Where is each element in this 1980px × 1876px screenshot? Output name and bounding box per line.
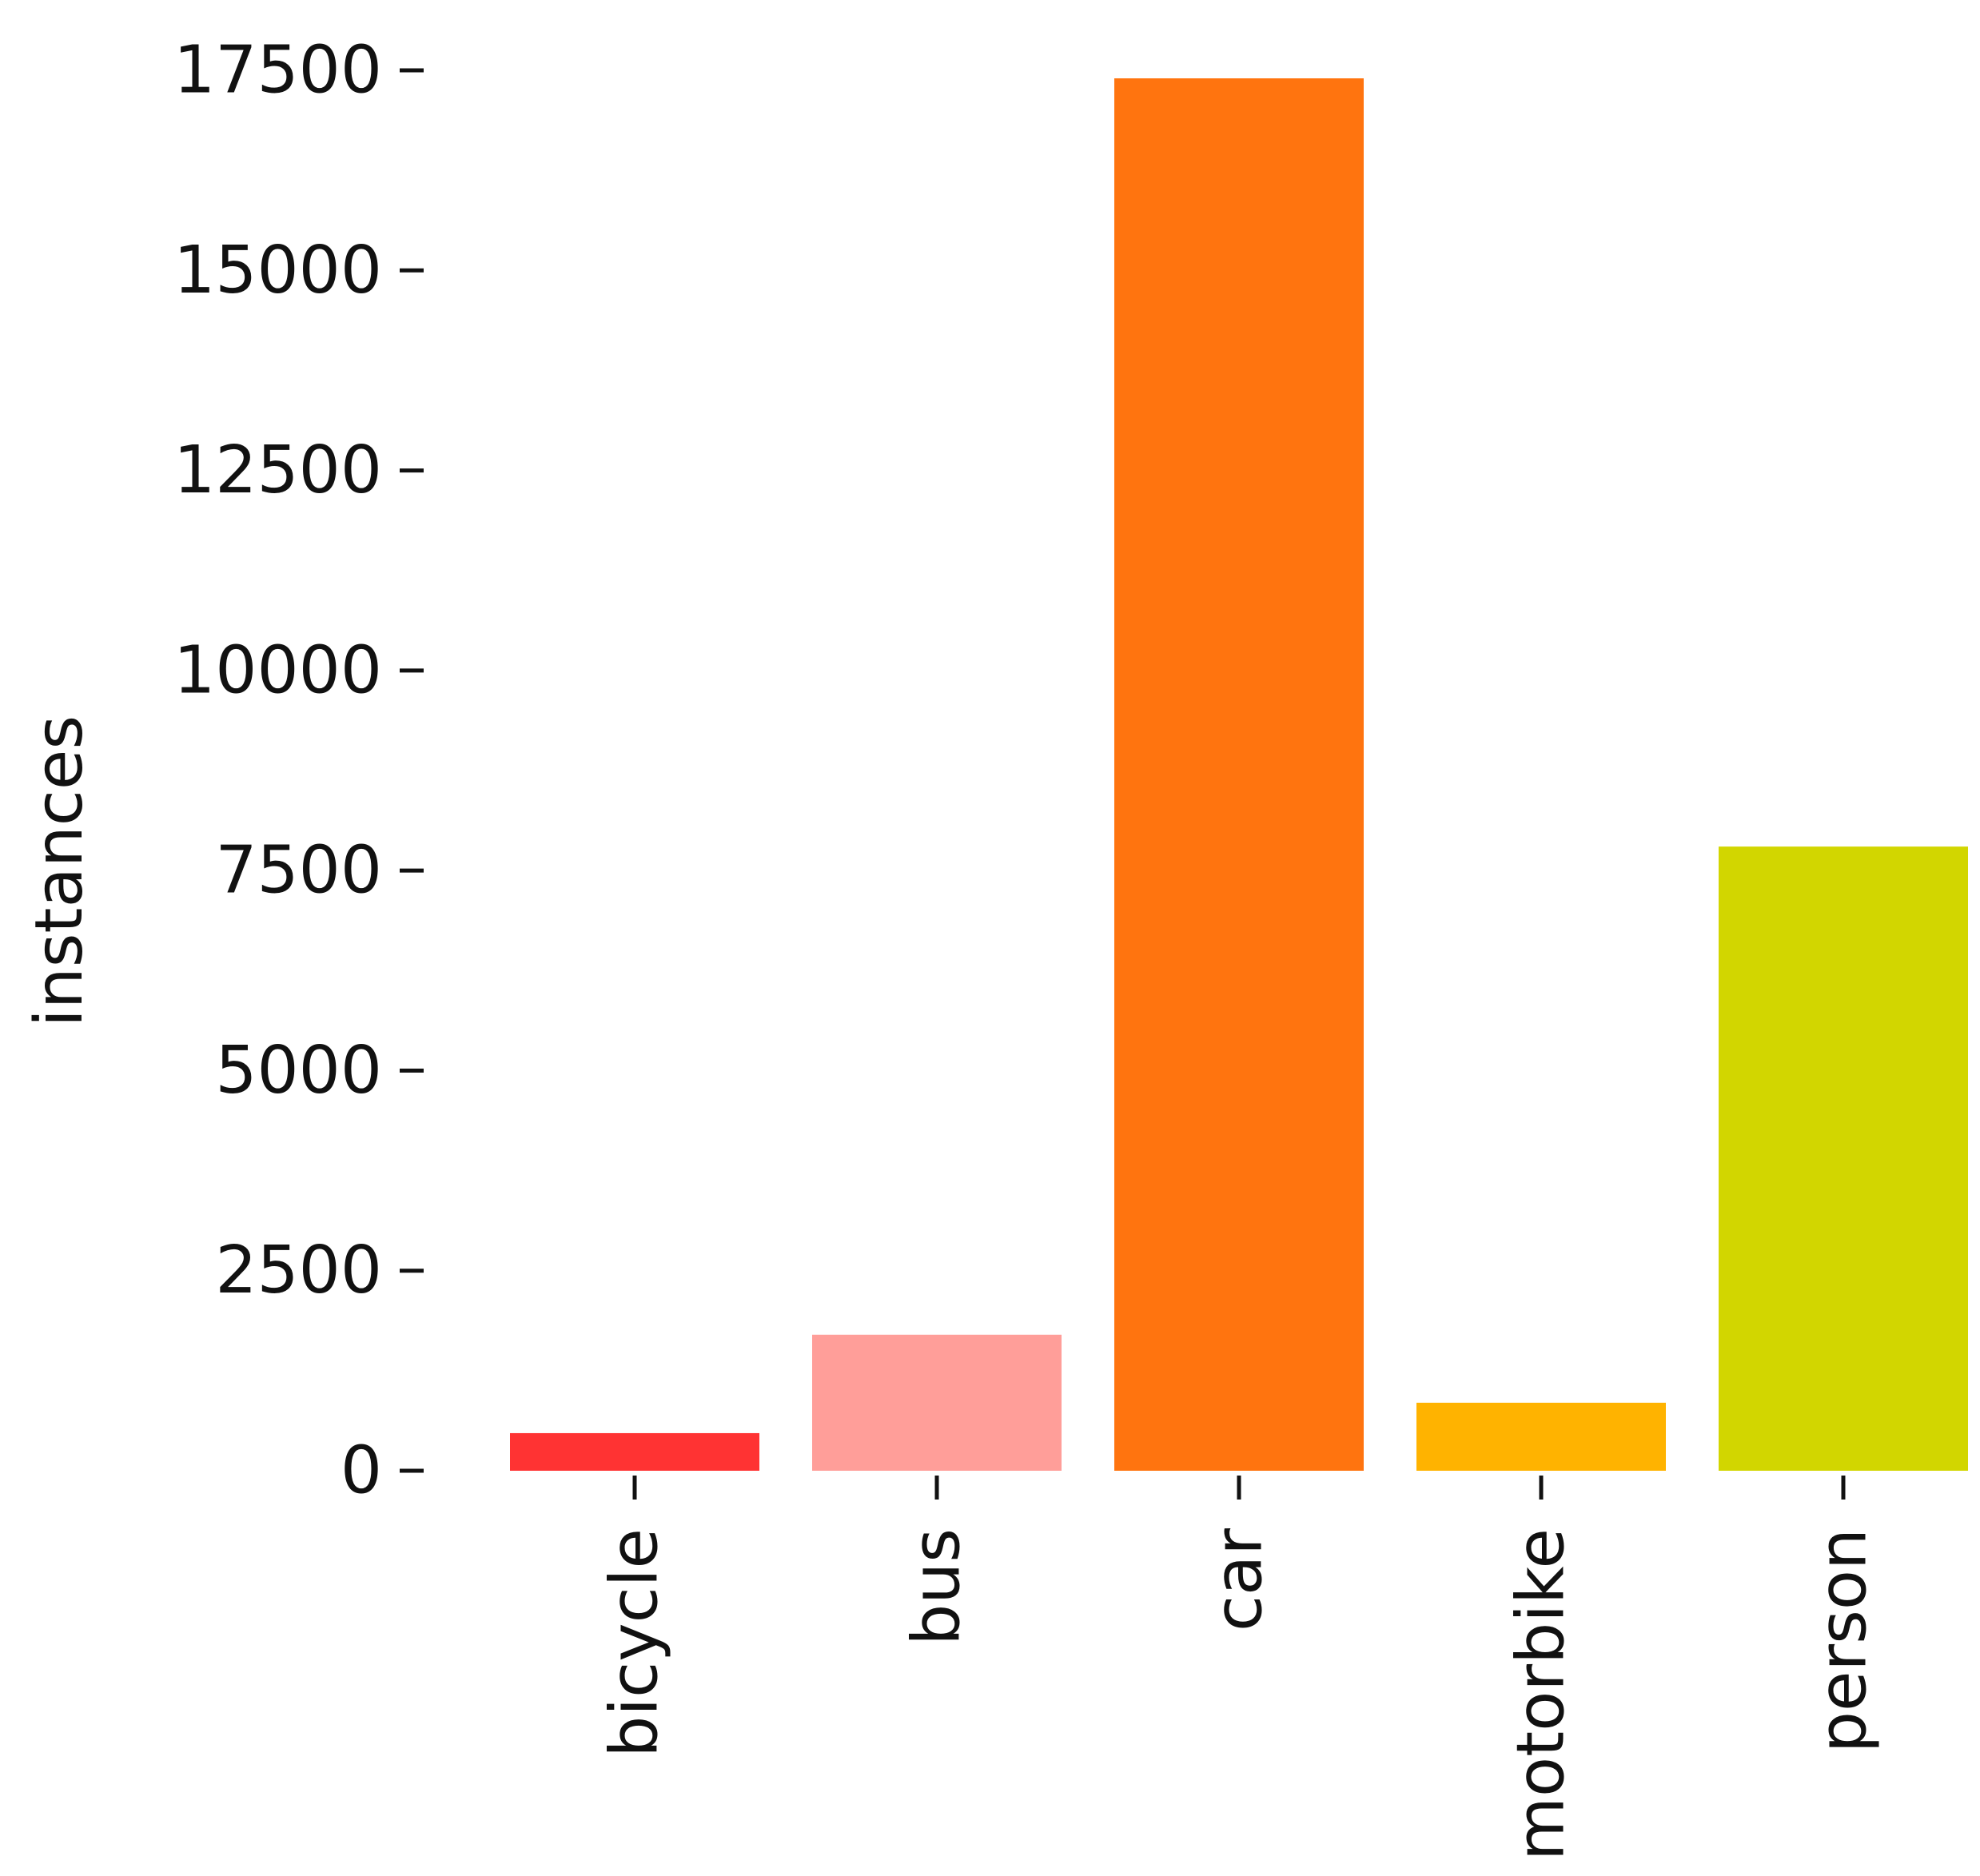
bar-motorbike: [1416, 1402, 1666, 1471]
bars-group: [510, 78, 1968, 1471]
y-tick-label: 10000: [173, 632, 382, 708]
y-axis: 0 2500 5000 7500 10000 12500 15000 17500: [173, 33, 424, 1509]
y-tick-label: 15000: [173, 233, 382, 309]
y-tick-label: 7500: [215, 833, 382, 909]
x-tick-label-car: car: [1201, 1528, 1277, 1631]
x-tick-label-person: person: [1806, 1528, 1882, 1753]
bar-person: [1719, 846, 1968, 1471]
y-tick-label: 0: [341, 1433, 382, 1509]
y-axis-label: instances: [22, 715, 98, 1027]
x-axis: bicycle bus car motorbike person: [597, 1476, 1882, 1861]
y-tick-label: 17500: [173, 33, 382, 109]
bar-car: [1114, 78, 1364, 1471]
x-tick-label-motorbike: motorbike: [1504, 1528, 1580, 1861]
x-tick-label-bicycle: bicycle: [597, 1528, 673, 1758]
bar-bicycle: [510, 1432, 759, 1471]
y-tick-label: 5000: [215, 1033, 382, 1109]
y-tick-label: 2500: [215, 1233, 382, 1308]
x-tick-label-bus: bus: [899, 1528, 975, 1646]
y-tick-label: 12500: [173, 432, 382, 508]
bar-bus: [812, 1334, 1062, 1471]
